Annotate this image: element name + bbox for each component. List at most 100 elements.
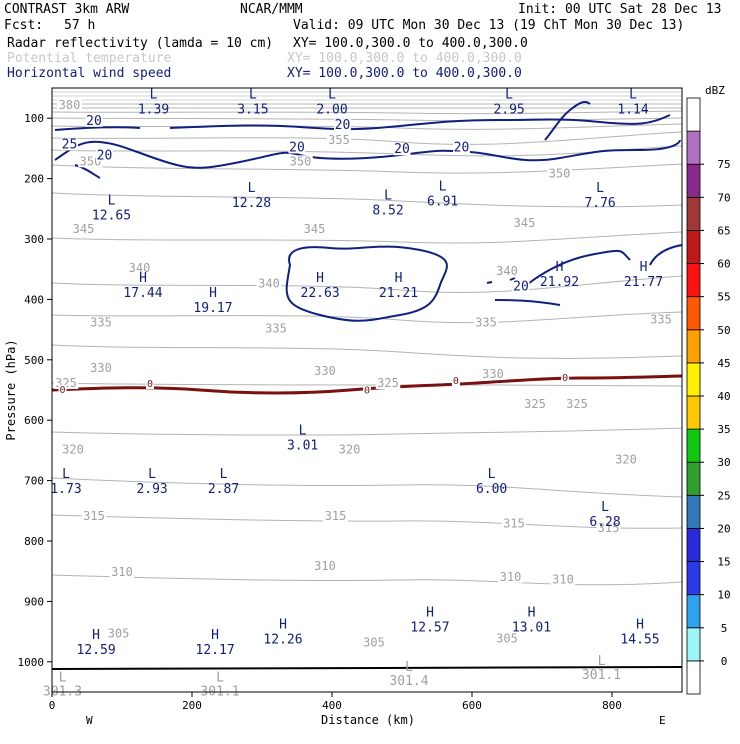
plot-frame [51, 87, 683, 693]
y-tick-label: 900 [24, 595, 44, 608]
wind-extreme-value: 12.26 [263, 633, 302, 648]
wind-extreme-value: 21.21 [379, 286, 418, 301]
theta-contour-label-bg [71, 222, 96, 235]
wind-low-marker: L [596, 181, 604, 196]
wind-extreme-value: 3.15 [237, 102, 268, 117]
colorbar-swatch [686, 494, 701, 529]
theta-contour-label: 315 [83, 509, 105, 523]
colorbar-level-label: 0 [721, 655, 728, 668]
field-name-theta: Potential temperature [7, 51, 172, 66]
theta-contour-label-bg [312, 559, 338, 572]
wind-low-marker: L [505, 87, 513, 102]
theta-contour-label: 335 [650, 313, 672, 327]
y-tick-label: 700 [24, 475, 44, 488]
wind-low-marker: L [62, 467, 70, 482]
theta-contour-label-bg [88, 316, 114, 329]
wind-extreme-value: 6.28 [589, 515, 620, 530]
wind-contour-label-bg [85, 114, 103, 127]
field-xy-reflectivity: XY= 100.0,300.0 to 400.0,300.0 [293, 36, 528, 51]
colorbar-swatch [686, 163, 701, 198]
wind-high-marker: H [528, 606, 536, 621]
wind-extreme-value: 1.39 [138, 102, 169, 117]
wind-extreme-value: 12.59 [77, 643, 116, 658]
colorbar-swatch [686, 461, 701, 496]
wind-high-marker: H [209, 286, 217, 301]
theta-contour-label: 315 [325, 509, 347, 523]
wind-low-marker: L [148, 467, 156, 482]
wind-extreme-value: 2.87 [208, 482, 239, 497]
x-axis-east-label: E [659, 714, 666, 727]
theta-contour-label-bg [512, 216, 537, 229]
theta-contour-label: 340 [129, 261, 151, 275]
wind-extreme-value: 14.55 [620, 633, 659, 648]
y-tick-label: 200 [24, 173, 44, 186]
theta-contour-label: 310 [111, 565, 133, 579]
theta-contour-label-bg [302, 222, 327, 235]
center-title: NCAR/MMM [240, 2, 303, 17]
theta-contour-label-bg [106, 627, 131, 640]
x-axis: 0 200 400 600 800 [49, 692, 622, 712]
field-xy-wind: XY= 100.0,300.0 to 400.0,300.0 [287, 66, 522, 81]
wind-extreme-value: 13.01 [512, 621, 551, 636]
wind-extreme-value: 17.44 [123, 286, 162, 301]
wind-extreme-value: 8.52 [372, 204, 403, 219]
theta-extreme-value: 301.1 [582, 668, 621, 683]
theta-contour-label-bg [613, 453, 639, 466]
valid-time: Valid: 09 UTC Mon 30 Dec 13 (19 ChT Mon … [293, 18, 684, 33]
wind-low-marker: L [248, 181, 256, 196]
wind-low-marker: L [150, 87, 158, 102]
theta-contour-label: 325 [524, 397, 546, 411]
y-tick-label: 600 [24, 414, 44, 427]
wind-contour-label: 20 [97, 148, 113, 163]
wind-extreme-value: 6.91 [427, 195, 458, 210]
theta-contour-label: 340 [496, 264, 518, 278]
theta-contour-label-bg [323, 509, 348, 522]
wind-contour-label: 25 [62, 137, 78, 152]
theta-contour-label: 355 [328, 133, 350, 147]
wind-extreme-value: 21.92 [540, 275, 579, 290]
plot-area: 380 355 350 350 350 345 345 345 340 340 340 335 335 3… [43, 87, 683, 700]
theta-contour-label-bg [501, 517, 527, 530]
theta-contour-label: 320 [339, 442, 361, 456]
theta-contour-label-bg [337, 443, 362, 456]
theta-contour-label: 345 [514, 216, 536, 230]
wind-low-marker: L [384, 189, 392, 204]
colorbar-swatch [686, 230, 701, 264]
field-name-wind: Horizontal wind speed [7, 66, 171, 81]
colorbar-level-label: 30 [717, 456, 730, 469]
theta-contour-label: 330 [314, 364, 336, 378]
wind-extreme-value: 12.17 [196, 643, 235, 658]
colorbar-level-label: 45 [717, 357, 730, 370]
wind-high-marker: H [640, 260, 648, 275]
colorbar-swatch [686, 528, 701, 562]
wind-extreme-value: 2.00 [316, 102, 347, 117]
wind-contour-label-bg [393, 143, 411, 156]
wind-low-marker: L [249, 87, 257, 102]
wind-contour-label: 20 [394, 142, 410, 157]
x-tick-label: 0 [49, 699, 56, 712]
colorbar-level-label: 55 [717, 291, 730, 304]
theta-contour-label: 305 [363, 636, 385, 650]
theta-low-marker: L [216, 671, 224, 686]
theta-contour-label: 325 [377, 376, 399, 390]
colorbar-level-label: 75 [717, 158, 730, 171]
init-time: Init: 00 UTC Sat 28 Dec 13 [518, 2, 722, 17]
theta-contour-label: 345 [304, 222, 326, 236]
theta-contour-label-bg [596, 521, 621, 534]
colorbar-level-label: 65 [717, 224, 730, 237]
y-axis: 100 200 300 400 500 600 700 800 900 1000 [18, 112, 52, 669]
y-tick-label: 500 [24, 354, 44, 367]
wind-extreme-value: 21.77 [624, 275, 663, 290]
colorbar-level-label: 20 [717, 522, 730, 535]
theta-contour-label-bg [564, 398, 590, 411]
theta-contour-label-bg [326, 134, 352, 147]
theta-contour-label-bg [288, 155, 313, 168]
theta-low-marker: L [405, 660, 413, 675]
wind-label-layer: 20 20 20 20 20 20 20 25 [61, 114, 530, 294]
theta-contour-label-bg [522, 398, 548, 411]
theta-contour-label: 380 [59, 98, 81, 112]
colorbar-level-label: 10 [717, 589, 730, 602]
wind-extreme-value: 6.00 [476, 482, 507, 497]
